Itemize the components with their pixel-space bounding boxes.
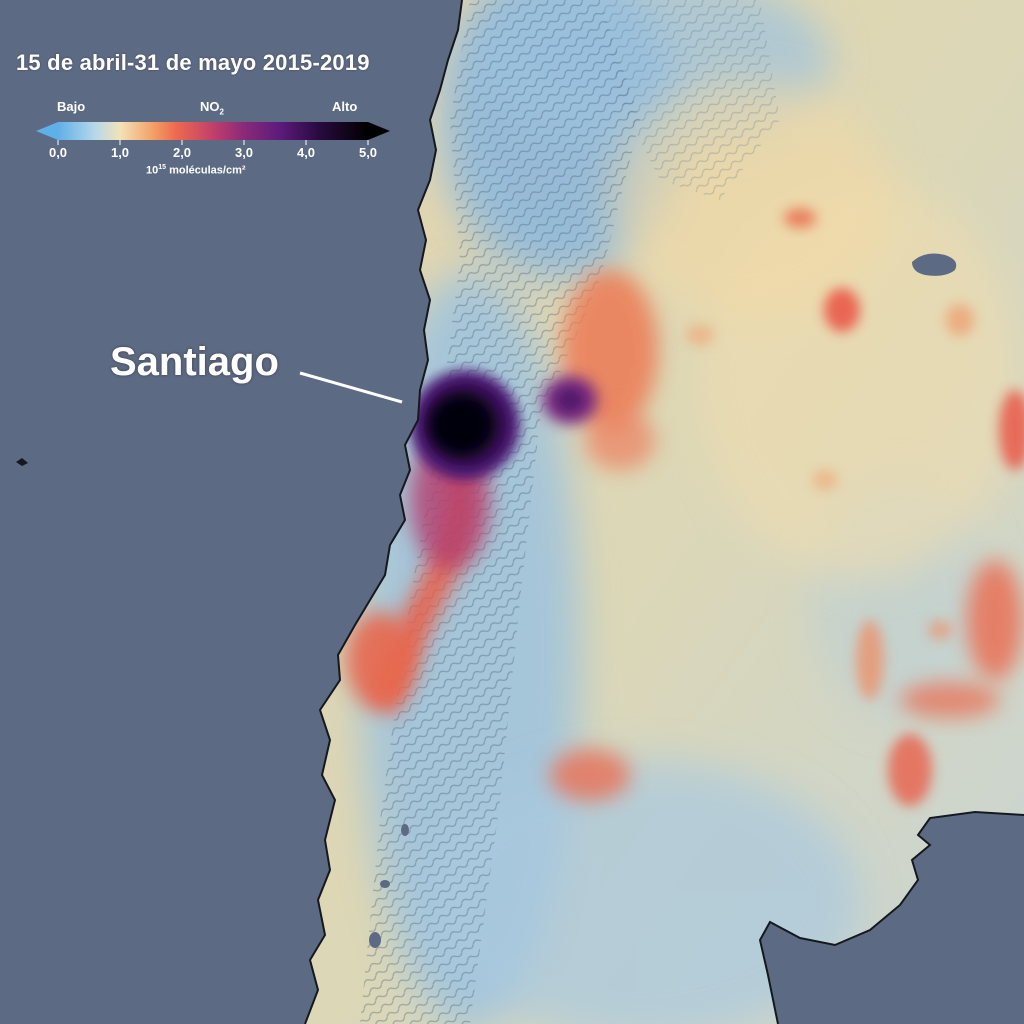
lake bbox=[369, 932, 381, 948]
legend-tick: 3,0 bbox=[234, 145, 254, 160]
map-title: 15 de abril-31 de mayo 2015-2019 bbox=[16, 50, 370, 75]
legend-low-label: Bajo bbox=[57, 99, 86, 114]
legend-tick: 5,0 bbox=[358, 145, 378, 160]
island bbox=[16, 458, 28, 466]
legend-high-label: Alto bbox=[332, 99, 358, 114]
legend-tick: 1,0 bbox=[110, 145, 130, 160]
legend-unit: 1015 moléculas/cm² bbox=[146, 164, 246, 177]
legend-tick: 2,0 bbox=[172, 145, 192, 160]
andes-ridges bbox=[360, 0, 780, 1024]
land-overlays bbox=[346, 0, 1024, 1024]
legend-colorbar bbox=[36, 122, 390, 145]
coastline bbox=[304, 0, 463, 1024]
lake bbox=[912, 253, 957, 276]
legend-tick: 0,0 bbox=[48, 145, 68, 160]
coastline-atlantic bbox=[758, 810, 1024, 1024]
lake bbox=[401, 824, 409, 836]
legend-pollutant-label: NO2 bbox=[200, 99, 224, 117]
santiago-pointer-line bbox=[299, 371, 403, 404]
city-label-santiago: Santiago bbox=[110, 340, 279, 384]
legend-tick: 4,0 bbox=[296, 145, 316, 160]
lake bbox=[380, 880, 390, 888]
